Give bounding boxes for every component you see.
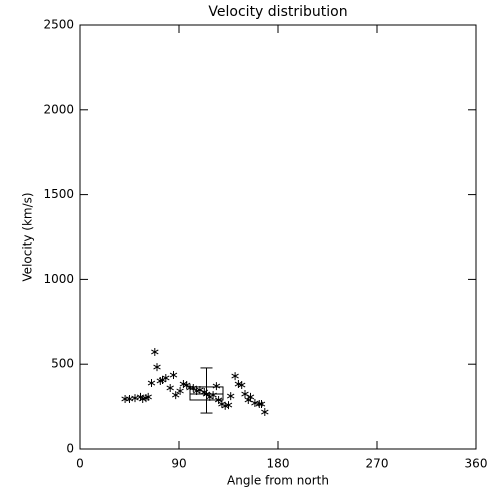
x-tick-label: 90 — [171, 457, 186, 471]
point — [261, 408, 269, 417]
y-tick-label: 2000 — [43, 102, 74, 116]
point — [166, 383, 174, 392]
point — [171, 391, 180, 400]
point — [237, 381, 246, 390]
x-tick-label: 180 — [267, 457, 290, 471]
point — [246, 392, 255, 401]
point — [162, 373, 170, 382]
point — [182, 381, 191, 390]
point — [153, 363, 161, 372]
point — [257, 400, 266, 409]
x-tick-label: 360 — [465, 457, 488, 471]
point — [151, 347, 159, 356]
point — [226, 392, 235, 401]
point — [131, 394, 139, 403]
point — [251, 399, 259, 408]
y-tick-label: 2500 — [43, 18, 74, 32]
chart-title: Velocity distribution — [208, 4, 347, 20]
point — [231, 372, 239, 381]
y-tick-label: 1500 — [43, 187, 74, 201]
y-tick-label: 500 — [51, 357, 74, 371]
y-tick-label: 0 — [66, 442, 74, 456]
y-axis-label: Velocity (km/s) — [21, 192, 35, 281]
x-tick-label: 270 — [366, 457, 389, 471]
y-tick-label: 1000 — [43, 272, 74, 286]
point — [144, 392, 152, 401]
point — [169, 371, 178, 380]
x-axis-label: Angle from north — [227, 474, 329, 488]
point — [176, 386, 184, 395]
point — [147, 379, 156, 388]
x-tick-label: 0 — [76, 457, 84, 471]
point — [224, 401, 233, 410]
